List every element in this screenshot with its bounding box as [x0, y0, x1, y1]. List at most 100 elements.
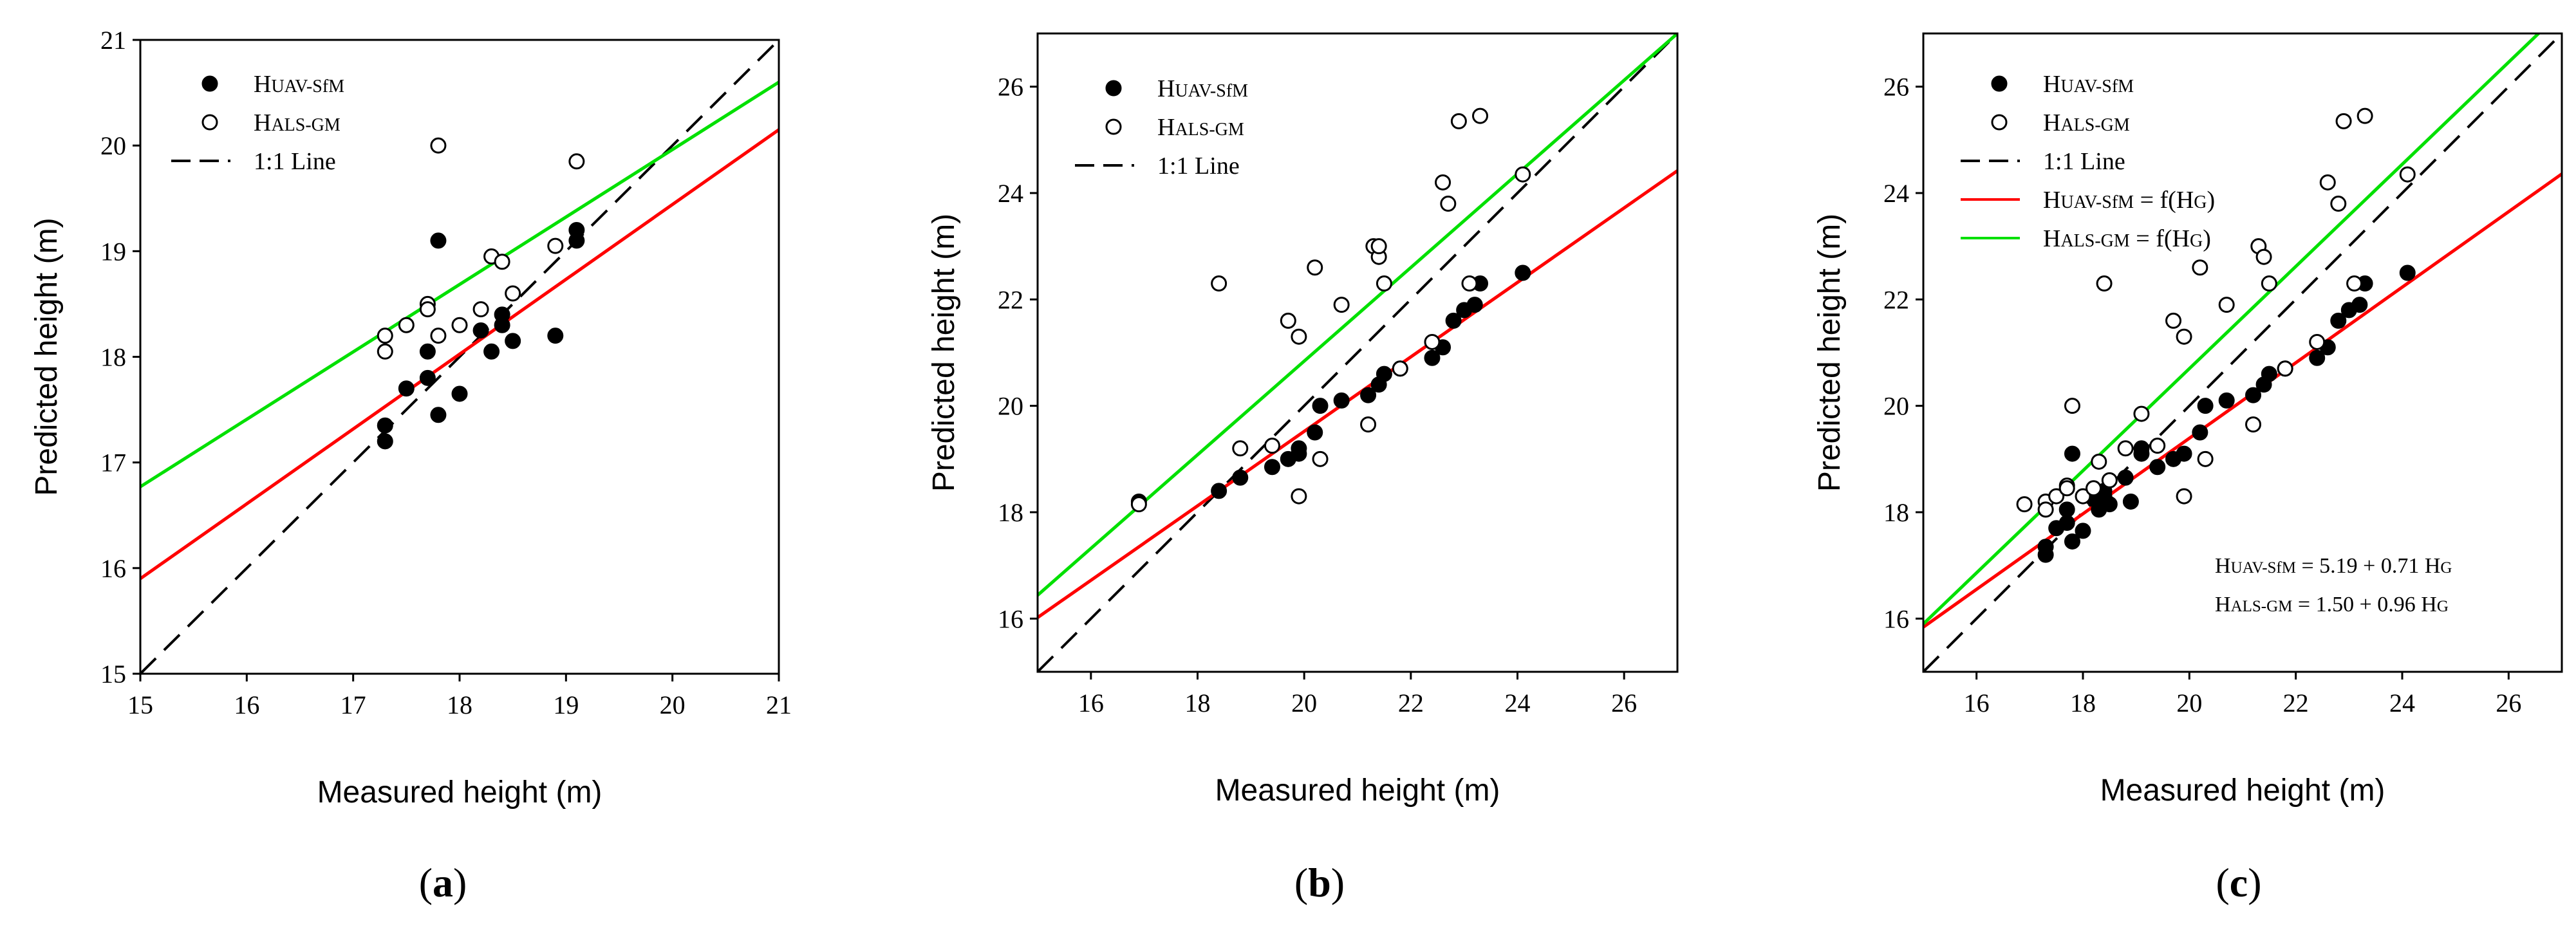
- plot-frame: [1922, 32, 2563, 673]
- als-point: [1307, 259, 1323, 276]
- als-point: [2319, 174, 2336, 190]
- als-point: [1291, 328, 1307, 345]
- uav-point: [2192, 424, 2208, 441]
- plot-frame: [139, 39, 780, 675]
- uav-point: [1232, 469, 1249, 486]
- legend-uav-marker: [1991, 75, 2008, 92]
- x-tick-label: 24: [1505, 689, 1531, 717]
- x-axis-label: Measured height (m): [317, 775, 602, 810]
- x-tick-label: 22: [1398, 689, 1424, 717]
- y-tick-label: 16: [1883, 604, 1909, 633]
- y-tick-label: 15: [100, 660, 126, 689]
- als-point: [2309, 333, 2326, 350]
- als-point: [2357, 107, 2373, 124]
- panel-caption: (a): [419, 860, 467, 905]
- uav-point: [2058, 515, 2075, 532]
- chart-panel-2: 16 18 20 22 24 26 16 18 20 22 24 26 Measured height …: [927, 32, 1679, 905]
- legend-label: HUAV-SfM: [1157, 75, 1248, 102]
- y-tick-label: 24: [998, 179, 1023, 208]
- als-point: [1461, 275, 1478, 292]
- als-point: [1360, 416, 1377, 433]
- legend-label: HALS-GM: [254, 109, 341, 136]
- y-tick-label: 18: [1883, 498, 1909, 527]
- y-tick-label: 26: [998, 73, 1023, 102]
- y-axis-label: Predicted height (m): [927, 214, 961, 492]
- als-point: [2261, 275, 2277, 292]
- als-point: [2176, 488, 2192, 504]
- uav-point: [1466, 297, 1483, 313]
- x-tick-label: 22: [2283, 689, 2309, 717]
- als-point: [451, 317, 468, 333]
- x-axis-label: Measured height (m): [1215, 773, 1500, 808]
- uav-point: [2149, 459, 2166, 476]
- legend-label: HALS-GM: [1157, 114, 1244, 141]
- als-point: [2133, 405, 2150, 422]
- uav-point: [2197, 398, 2214, 414]
- als-point: [377, 343, 393, 360]
- x-tick-label: 16: [234, 690, 259, 719]
- x-axis-label: Measured height (m): [2100, 773, 2385, 808]
- als-point: [2096, 275, 2113, 292]
- chart-panel-1: 15 16 17 18 19 20 21 15 16 17 18 19 20 21 Measured hei…: [30, 26, 792, 905]
- als-point: [1515, 166, 1531, 183]
- legend-als-marker: [201, 114, 218, 131]
- uav-point: [483, 343, 500, 360]
- uav-point: [2218, 392, 2235, 409]
- legend-label: HUAV-SfM: [254, 71, 344, 98]
- uav-point: [1307, 424, 1323, 441]
- regression-equation: HUAV-SfM = 5.19 + 0.71 HG: [2215, 554, 2452, 578]
- als-point: [2245, 416, 2262, 433]
- one-to-one-line: [1923, 33, 2562, 672]
- uav-point: [1360, 387, 1377, 403]
- x-tick-label: 16: [1078, 689, 1104, 717]
- uav-point: [1211, 483, 1227, 499]
- plot-area: [1038, 33, 1677, 672]
- uav-point: [1445, 312, 1462, 329]
- als-point: [430, 137, 447, 154]
- uav-point: [419, 369, 436, 386]
- als-point: [2037, 501, 2054, 518]
- x-tick-label: 16: [1964, 689, 1990, 717]
- als-point: [377, 328, 393, 344]
- uav-point: [430, 407, 447, 423]
- uav-point: [2261, 366, 2277, 382]
- uav-point: [547, 328, 564, 344]
- uav-point: [2330, 312, 2347, 329]
- x-tick-label: 20: [660, 690, 686, 719]
- uav-point: [1333, 392, 1350, 409]
- uav-point: [398, 380, 415, 397]
- y-tick-label: 19: [100, 237, 126, 266]
- als-fit-line: [1038, 33, 1677, 597]
- legend-label: 1:1 Line: [1157, 153, 1240, 180]
- plot-frame: [1036, 32, 1679, 673]
- uav-point: [1376, 366, 1392, 382]
- als-point: [2016, 496, 2033, 513]
- uav-point: [2176, 445, 2192, 462]
- uav-point: [451, 385, 468, 402]
- panel-caption: (b): [1294, 860, 1345, 905]
- als-point: [2197, 450, 2214, 467]
- uav-point: [2064, 533, 2080, 550]
- y-tick-label: 20: [1883, 392, 1909, 421]
- uav-point: [2058, 501, 2075, 518]
- uav-fit-line: [140, 128, 779, 580]
- x-tick-label: 24: [2389, 689, 2415, 717]
- y-axis-label: Predicted height (m): [1813, 214, 1847, 492]
- one-to-one-line: [140, 40, 779, 674]
- x-tick-label: 20: [1291, 689, 1317, 717]
- x-tick-label: 18: [447, 690, 472, 719]
- uav-point: [1312, 398, 1329, 414]
- uav-point: [494, 306, 510, 323]
- uav-point: [1424, 349, 1441, 366]
- x-tick-label: 18: [1185, 689, 1211, 717]
- legend-label: 1:1 Line: [254, 148, 336, 175]
- als-point: [1211, 275, 1227, 292]
- als-point: [2091, 453, 2107, 470]
- uav-point: [2309, 349, 2326, 366]
- als-point: [1472, 107, 1489, 124]
- als-point: [505, 285, 521, 302]
- legend-als-marker: [1105, 118, 1122, 135]
- y-tick-label: 20: [100, 131, 126, 160]
- als-point: [430, 328, 447, 344]
